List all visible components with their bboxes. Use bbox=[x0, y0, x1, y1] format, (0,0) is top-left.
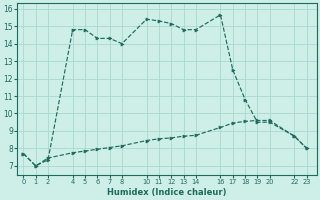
X-axis label: Humidex (Indice chaleur): Humidex (Indice chaleur) bbox=[107, 188, 227, 197]
